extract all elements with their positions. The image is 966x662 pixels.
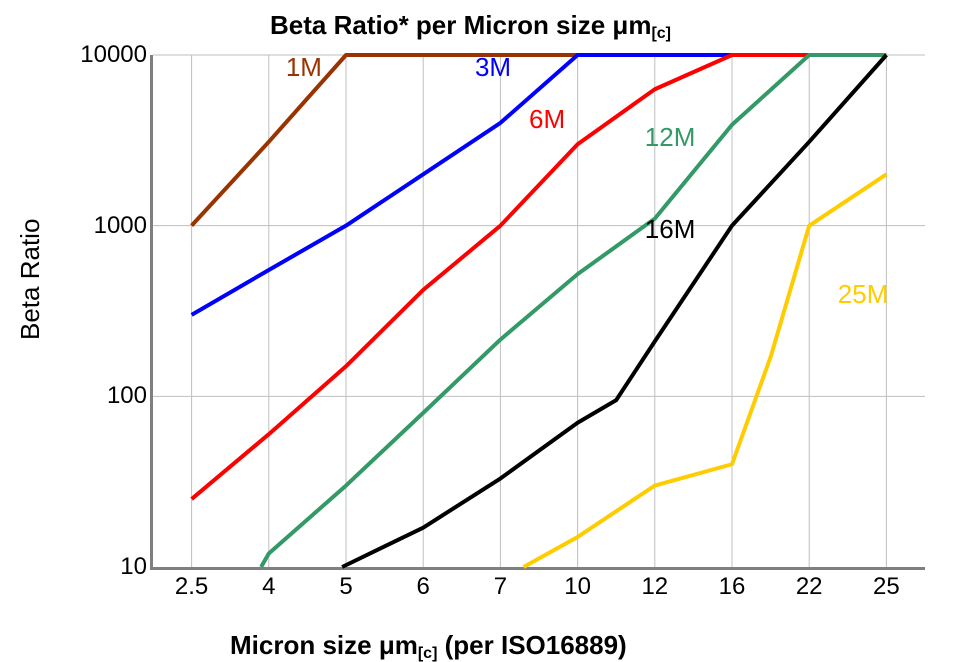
y-tick-label: 100: [107, 382, 147, 410]
x-tick-label: 25: [873, 573, 900, 601]
series-25M: [524, 174, 887, 567]
plot-area: 2.545671012162225101001000100001M3M6M12M…: [150, 55, 925, 570]
series-16M: [342, 55, 886, 567]
x-tick-label: 12: [641, 573, 668, 601]
series-label-12M: 12M: [645, 122, 696, 153]
y-tick-label: 10000: [80, 41, 147, 69]
x-tick-label: 7: [494, 573, 507, 601]
y-tick-label: 10: [120, 553, 147, 581]
series-label-1M: 1M: [286, 52, 322, 83]
beta-ratio-chart: Beta Ratio* per Micron size μm[c] Beta R…: [0, 0, 966, 662]
series-label-6M: 6M: [529, 104, 565, 135]
series-label-25M: 25M: [838, 279, 889, 310]
x-axis-label: Micron size μm[c] (per ISO16889): [230, 630, 627, 661]
x-tick-label: 4: [262, 573, 275, 601]
series-label-16M: 16M: [645, 214, 696, 245]
x-tick-label: 6: [417, 573, 430, 601]
x-tick-label: 2.5: [175, 573, 208, 601]
x-tick-label: 5: [339, 573, 352, 601]
x-tick-label: 16: [719, 573, 746, 601]
y-axis-label: Beta Ratio: [15, 219, 46, 340]
x-tick-label: 22: [796, 573, 823, 601]
series-12M: [261, 55, 886, 567]
series-label-3M: 3M: [475, 52, 511, 83]
chart-title: Beta Ratio* per Micron size μm[c]: [270, 10, 671, 41]
y-tick-label: 1000: [94, 212, 147, 240]
x-tick-label: 10: [564, 573, 591, 601]
